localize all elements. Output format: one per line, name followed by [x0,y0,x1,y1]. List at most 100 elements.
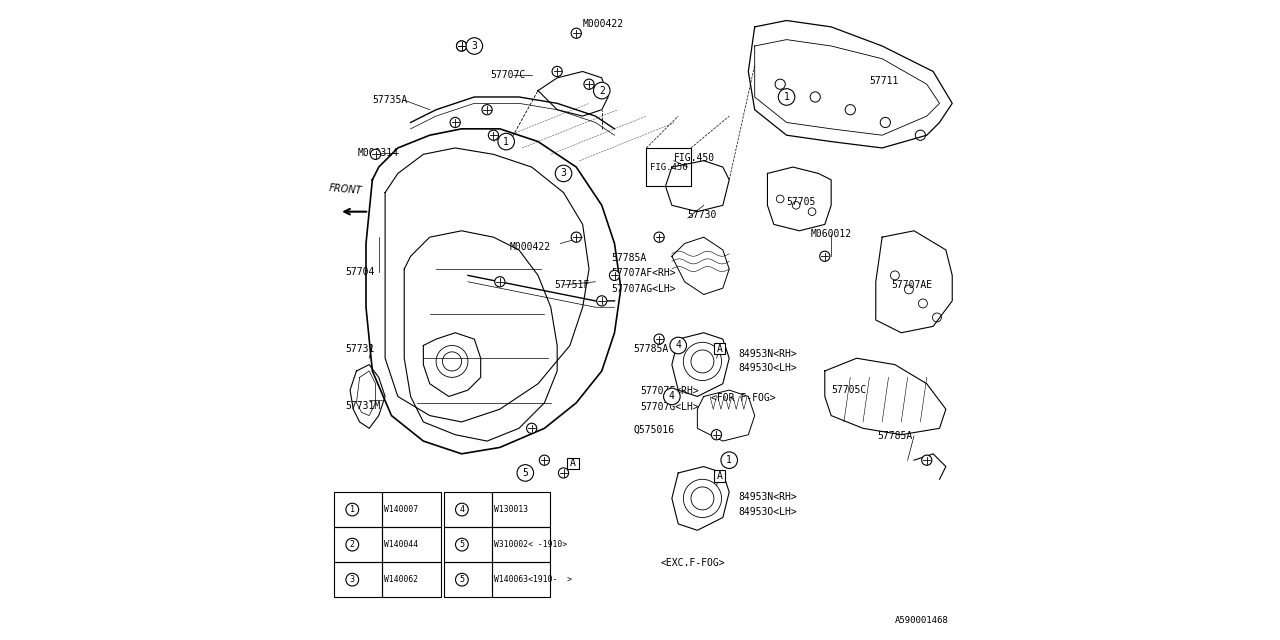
Circle shape [584,79,594,90]
Text: 84953O<LH>: 84953O<LH> [739,507,797,517]
Circle shape [494,276,504,287]
Bar [714,343,726,355]
Circle shape [526,423,536,433]
Circle shape [571,28,581,38]
Text: W140044: W140044 [384,540,419,549]
Bar [381,562,440,597]
Bar [492,492,550,527]
Circle shape [483,104,493,115]
Bar [492,527,550,562]
Bar [492,562,550,597]
Text: 57731: 57731 [346,344,375,354]
Text: 57785A: 57785A [612,253,646,262]
Circle shape [654,334,664,344]
Circle shape [346,573,358,586]
Text: <EXC.F-FOG>: <EXC.F-FOG> [660,559,724,568]
Text: 5: 5 [460,540,465,549]
Text: 57785A: 57785A [877,431,913,441]
Text: 57707AF<RH>: 57707AF<RH> [612,269,676,278]
Text: 57785A: 57785A [634,344,669,354]
Bar [714,470,726,482]
Text: W140007: W140007 [384,505,419,514]
Text: 57730: 57730 [687,210,717,220]
Text: 2: 2 [599,86,604,95]
Bar [381,492,440,527]
Text: W130013: W130013 [494,505,529,514]
Text: 1: 1 [349,505,355,514]
Text: 1: 1 [783,92,790,102]
Text: 57707AE: 57707AE [892,280,933,290]
Text: FIG.450: FIG.450 [673,152,716,163]
Circle shape [456,503,468,516]
Text: M000314: M000314 [357,148,399,158]
Circle shape [498,133,515,150]
Bar [567,458,579,469]
Text: 84953N<RH>: 84953N<RH> [739,492,797,502]
Circle shape [456,573,468,586]
Circle shape [346,503,358,516]
Circle shape [451,117,461,127]
Text: 57707AG<LH>: 57707AG<LH> [612,284,676,294]
Bar [381,527,440,562]
Circle shape [558,468,568,478]
Text: 57735A: 57735A [372,95,407,105]
Text: Q575016: Q575016 [634,424,675,435]
Text: 4: 4 [460,505,465,514]
Text: 84953O<LH>: 84953O<LH> [739,364,797,373]
Text: A590001468: A590001468 [895,616,948,625]
Bar [444,562,492,597]
Text: 5: 5 [522,468,529,478]
Circle shape [922,455,932,465]
Circle shape [721,452,737,468]
Circle shape [456,538,468,551]
Text: A: A [570,458,576,468]
Text: M060012: M060012 [810,229,852,239]
Circle shape [489,130,498,140]
Text: FIG.450: FIG.450 [650,163,687,172]
Text: 84953N<RH>: 84953N<RH> [739,349,797,359]
Circle shape [466,38,483,54]
Circle shape [654,232,664,243]
Text: 1: 1 [726,455,732,465]
Text: 57731M: 57731M [346,401,381,411]
Circle shape [370,149,380,159]
Text: 3: 3 [471,41,477,51]
Text: A: A [717,344,723,354]
Circle shape [596,296,607,306]
Text: 57707F<RH>: 57707F<RH> [640,387,699,396]
Circle shape [457,41,467,51]
Text: 4: 4 [669,392,675,401]
Text: 3: 3 [349,575,355,584]
Circle shape [609,270,620,280]
Text: W140063<1910-  >: W140063<1910- > [494,575,572,584]
Bar [334,492,381,527]
Circle shape [552,67,562,77]
Text: 57751F: 57751F [554,280,589,290]
Text: 4: 4 [676,340,681,351]
Text: 57705C: 57705C [831,385,867,395]
Bar [334,527,381,562]
Text: 57707C: 57707C [490,70,526,79]
Circle shape [778,89,795,105]
Text: M000422: M000422 [509,242,550,252]
Circle shape [556,165,572,182]
Bar [444,527,492,562]
Text: W140062: W140062 [384,575,419,584]
Text: 3: 3 [561,168,567,179]
Circle shape [517,465,534,481]
Text: 5: 5 [460,575,465,584]
Text: A: A [717,471,723,481]
Text: 57707G<LH>: 57707G<LH> [640,403,699,412]
Text: W310002< -1910>: W310002< -1910> [494,540,567,549]
Circle shape [712,429,722,440]
Circle shape [669,337,686,354]
Text: 57704: 57704 [346,268,375,277]
Circle shape [571,232,581,243]
Bar [444,492,492,527]
Text: 57705: 57705 [787,197,815,207]
Text: <FOR F-FOG>: <FOR F-FOG> [712,393,776,403]
Circle shape [457,41,467,51]
Circle shape [594,83,611,99]
Circle shape [346,538,358,551]
Circle shape [819,251,829,261]
